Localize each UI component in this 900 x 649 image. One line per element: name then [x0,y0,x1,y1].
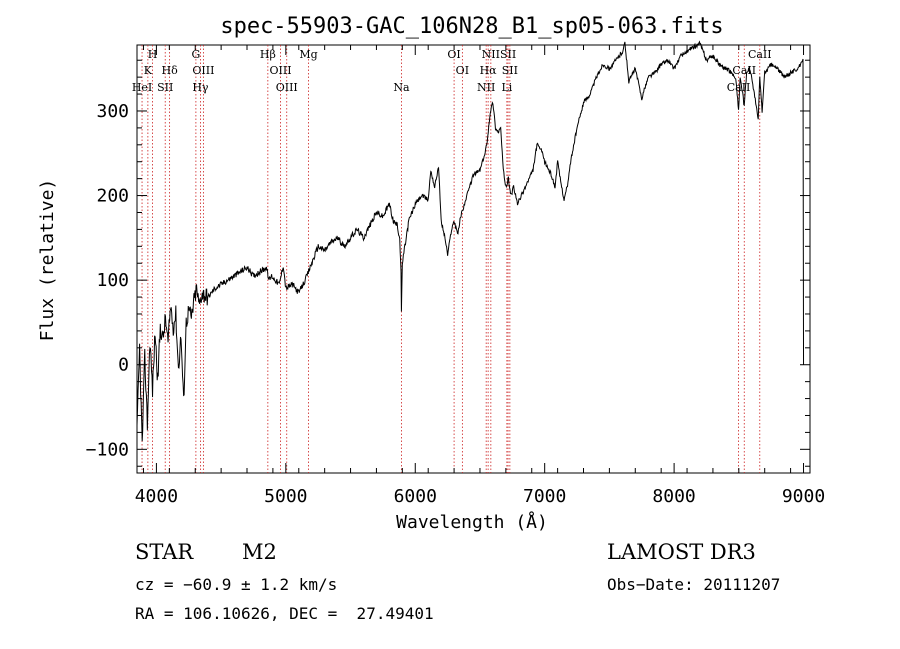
line-label-0: Hα [480,64,498,77]
line-label-23: CaII [748,48,772,61]
line-label-7: SII [157,81,173,94]
x-tick-label-5: 9000 [782,486,825,507]
y-tick-label-2: 100 [96,270,129,291]
line-label-11: OIII [276,81,298,94]
y-tick-label-4: 300 [96,101,129,122]
line-label-10: OIII [269,64,291,77]
chart-title: spec-55903-GAC_106N28_B1_sp05-063.fits [220,14,723,39]
line-label-13: Na [393,81,410,94]
line-label-9: OIII [192,64,214,77]
line-label-17: NII [482,48,500,61]
line-label-2: Hγ [192,81,209,94]
line-label-12: Mg [299,48,317,61]
line-label-5: K [144,64,153,77]
line-label-22: CaII [732,64,756,77]
object-subclass: M2 [242,540,277,564]
y-tick-label-1: 0 [118,355,129,376]
plot-frame [136,44,811,474]
line-label-19: SII [502,64,518,77]
line-label-20: Li [501,81,512,94]
y-tick-label-0: −100 [86,439,129,460]
x-tick-label-2: 6000 [394,486,437,507]
line-label-16: NII [477,81,495,94]
y-axis: −100 0 100 200 300 [86,59,810,467]
x-tick-label-0: 4000 [135,486,178,507]
spectral-line-labels: Hα Hβ Hγ Hδ HK HeI SII G OIII OIII OIII Mg Na OI OI NII… [132,48,772,94]
line-label-14: OI [447,48,460,61]
y-axis-label: Flux (relative) [37,179,58,342]
spectral-line-markers [141,45,761,473]
object-class: STAR [135,540,194,564]
line-label-8: G [191,48,200,61]
line-label-3: Hδ [162,64,179,77]
x-axis: 4000 5000 6000 7000 8000 9000 [135,45,825,507]
observation-date: Obs−Date: 20111207 [607,575,781,594]
line-label-18: SII [500,48,516,61]
line-label-15: OI [456,64,469,77]
line-label-21: CaII [727,81,751,94]
spectrum-chart: spec-55903-GAC_106N28_B1_sp05-063.fits H… [37,14,825,533]
x-tick-label-1: 5000 [264,486,307,507]
line-label-4: H [148,48,158,61]
x-tick-label-4: 8000 [652,486,695,507]
redshift-info: cz = −60.9 ± 1.2 km/s [135,575,338,594]
line-label-1: Hβ [260,48,276,61]
line-label-6: HeI [132,81,152,94]
spectrum-line [136,40,805,442]
x-axis-label: Wavelength (Å) [396,511,548,533]
x-tick-label-3: 7000 [523,486,566,507]
survey-name: LAMOST DR3 [607,540,756,564]
coordinates: RA = 106.10626, DEC = 27.49401 [135,604,434,623]
y-tick-label-3: 200 [96,186,129,207]
